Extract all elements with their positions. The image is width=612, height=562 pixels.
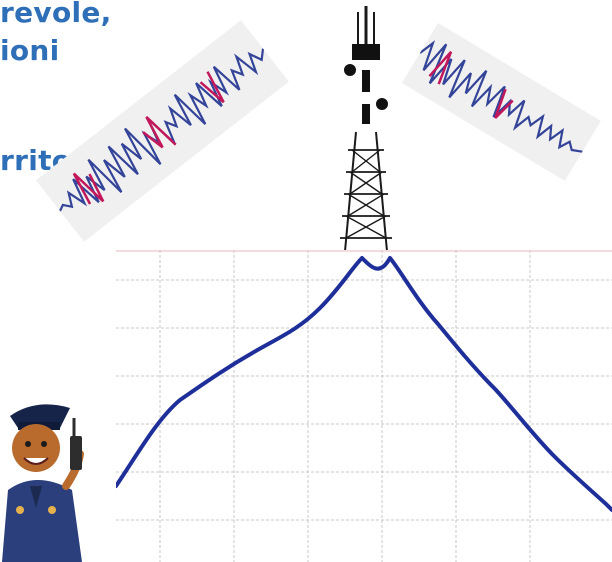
right-signal-wave	[401, 22, 601, 181]
signal-strength-curve-graphic	[116, 250, 612, 562]
slide-text-line-2: ioni	[0, 34, 60, 67]
cell-tower-icon	[340, 6, 392, 262]
police-officer-radio-icon	[2, 404, 84, 562]
left-signal-wave	[35, 20, 289, 242]
slide-text-line-1: revole,	[0, 0, 112, 29]
